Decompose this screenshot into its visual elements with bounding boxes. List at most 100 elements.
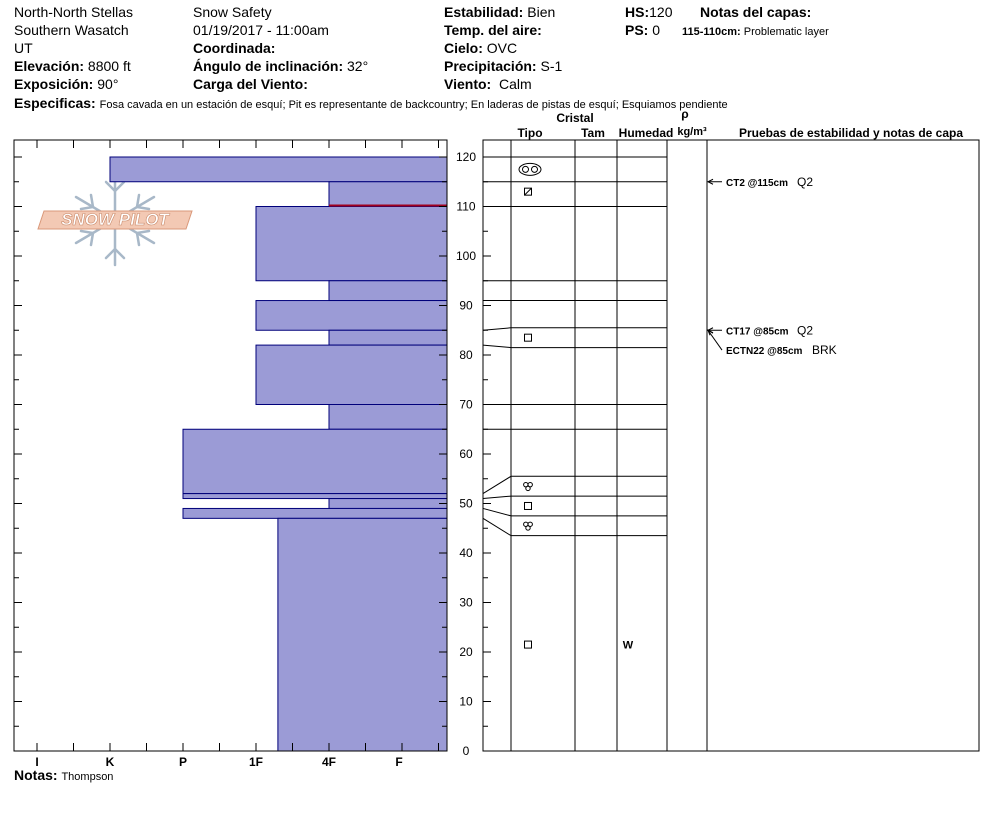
aspect-label: Exposición: bbox=[14, 76, 94, 92]
square-icon bbox=[524, 187, 532, 196]
layer-boundary-5 bbox=[482, 327, 667, 331]
aspect-value: 90° bbox=[97, 76, 119, 92]
test-code-1: CT17 @85cm bbox=[726, 326, 789, 337]
hs-value: 120 bbox=[649, 4, 673, 20]
hardness-label-K: K bbox=[106, 755, 115, 769]
depth-label-50: 50 bbox=[459, 497, 473, 511]
hardness-layer-8 bbox=[182, 428, 448, 495]
layer-table: Cristal Tipo Tam Humedad ρ kg/m³ Pruebas de es… bbox=[482, 107, 980, 752]
notes-row: Notas: Thompson bbox=[14, 767, 113, 785]
right-circle-icon bbox=[531, 165, 538, 173]
header-density-symbol: ρ bbox=[681, 107, 688, 121]
sky-label: Cielo: bbox=[444, 40, 483, 56]
test-quality-1: Q2 bbox=[797, 323, 813, 337]
precip-label: Precipitación: bbox=[444, 58, 537, 74]
depth-label-70: 70 bbox=[459, 398, 473, 412]
layer-boundary-12 bbox=[482, 517, 667, 537]
logo-text: SNOW PILOT bbox=[61, 210, 170, 229]
wind-row: Viento: Calm bbox=[444, 76, 532, 92]
header-type: Tipo bbox=[517, 126, 542, 140]
ps-value: 0 bbox=[652, 22, 661, 38]
ps-label: PS: bbox=[625, 22, 649, 38]
specifics-label: Especificas: bbox=[14, 95, 96, 111]
hardness-label-F: F bbox=[395, 755, 402, 769]
test-quality-2: BRK bbox=[812, 343, 837, 357]
notes-value: Thompson bbox=[61, 771, 114, 783]
slope-label: Ángulo de inclinación: bbox=[193, 58, 344, 74]
specifics-value: Fosa cavada en un estación de esquí; Pit… bbox=[99, 99, 728, 111]
grain-icon bbox=[525, 485, 531, 492]
hardness-layer-6 bbox=[255, 344, 448, 406]
arrow-icon bbox=[706, 329, 714, 336]
hardness-layer-1 bbox=[328, 181, 448, 207]
wind-load-row: Carga del Viento: bbox=[193, 76, 308, 92]
crystal-symbol-rounds-tri bbox=[523, 481, 533, 492]
hardness-layer-5 bbox=[328, 329, 448, 346]
hardness-label-1F: 1F bbox=[249, 755, 263, 769]
range-name: Southern Wasatch bbox=[14, 22, 129, 38]
profile-frame bbox=[13, 139, 448, 752]
air-temp-row: Temp. del aire: bbox=[444, 22, 542, 38]
test-code-2: ECTN22 @85cm bbox=[726, 346, 803, 357]
left-circle-icon bbox=[522, 165, 529, 173]
slope-row: Ángulo de inclinación: 32° bbox=[193, 58, 368, 74]
hardness-label-P: P bbox=[179, 755, 187, 769]
layer-boundary-9 bbox=[482, 475, 667, 495]
moisture-label-0: W bbox=[623, 640, 634, 652]
location-name: North-North Stellas bbox=[14, 4, 134, 20]
square-icon bbox=[524, 501, 532, 510]
profile-axes: 0 10 20 30 40 50 60 70 80 90 100 110 120 I K P 1F 4F F bbox=[13, 139, 491, 769]
depth-label-20: 20 bbox=[459, 645, 473, 659]
header-density-unit: kg/m³ bbox=[677, 126, 707, 138]
state-name: UT bbox=[14, 40, 33, 56]
depth-label-40: 40 bbox=[459, 546, 473, 560]
snowpilot-logo: SNOW PILOT bbox=[37, 173, 193, 267]
precip-value: S-1 bbox=[540, 58, 563, 74]
hs-label: HS: bbox=[625, 4, 650, 20]
depth-label-120: 120 bbox=[456, 150, 476, 164]
depth-label-10: 10 bbox=[459, 695, 473, 709]
table-frame bbox=[482, 139, 980, 752]
sky-row: Cielo: OVC bbox=[444, 40, 517, 56]
layer-notes-label: Notas del capas: bbox=[700, 4, 812, 20]
test-quality-0: Q2 bbox=[797, 175, 813, 189]
hardness-layer-2 bbox=[255, 206, 448, 282]
hardness-layer-11 bbox=[182, 507, 448, 519]
observation-datetime: 01/19/2017 - 11:00am bbox=[193, 22, 329, 38]
layer-note: 115-110cm: Problematic layer bbox=[682, 24, 829, 40]
layer-boundary-10 bbox=[482, 495, 667, 500]
sky-value: OVC bbox=[486, 40, 518, 56]
coordinate-row: Coordinada: bbox=[193, 40, 275, 56]
wind-load-label: Carga del Viento: bbox=[193, 76, 308, 92]
header-tests: Pruebas de estabilidad y notas de capa bbox=[739, 126, 963, 140]
ps-row: PS: 0 bbox=[625, 22, 660, 38]
hardness-layer-0 bbox=[109, 156, 448, 183]
observer-name: Snow Safety bbox=[193, 4, 272, 20]
square-icon bbox=[524, 640, 532, 649]
coordinate-label: Coordinada: bbox=[193, 40, 276, 56]
stability-value: Bien bbox=[527, 4, 556, 20]
crystal-symbol-square-x bbox=[524, 187, 532, 196]
header-moisture: Humedad bbox=[619, 126, 674, 140]
depth-label-90: 90 bbox=[459, 299, 473, 313]
stability-row: Estabilidad: Bien bbox=[444, 4, 555, 20]
wind-label: Viento: bbox=[444, 76, 492, 92]
depth-label-0: 0 bbox=[463, 744, 470, 758]
hs-row: HS:120 bbox=[625, 4, 672, 20]
hardness-profile bbox=[109, 156, 448, 752]
crystal-symbol-square bbox=[524, 501, 532, 510]
depth-label-60: 60 bbox=[459, 447, 473, 461]
hardness-layer-10 bbox=[328, 498, 448, 509]
layer-note-text: Problematic layer bbox=[743, 26, 829, 38]
hardness-layer-7 bbox=[328, 404, 448, 430]
hardness-layer-4 bbox=[255, 300, 448, 331]
elevation-row: Elevación: 8800 ft bbox=[14, 58, 131, 74]
outer-ellipse-icon bbox=[518, 162, 542, 176]
stability-label: Estabilidad: bbox=[444, 4, 524, 20]
crystal-symbol-rounds bbox=[518, 162, 542, 176]
precip-row: Precipitación: S-1 bbox=[444, 58, 562, 74]
arrow-icon bbox=[706, 178, 714, 185]
wind-value: Calm bbox=[498, 76, 532, 92]
depth-label-80: 80 bbox=[459, 348, 473, 362]
hardness-layer-3 bbox=[328, 280, 448, 302]
